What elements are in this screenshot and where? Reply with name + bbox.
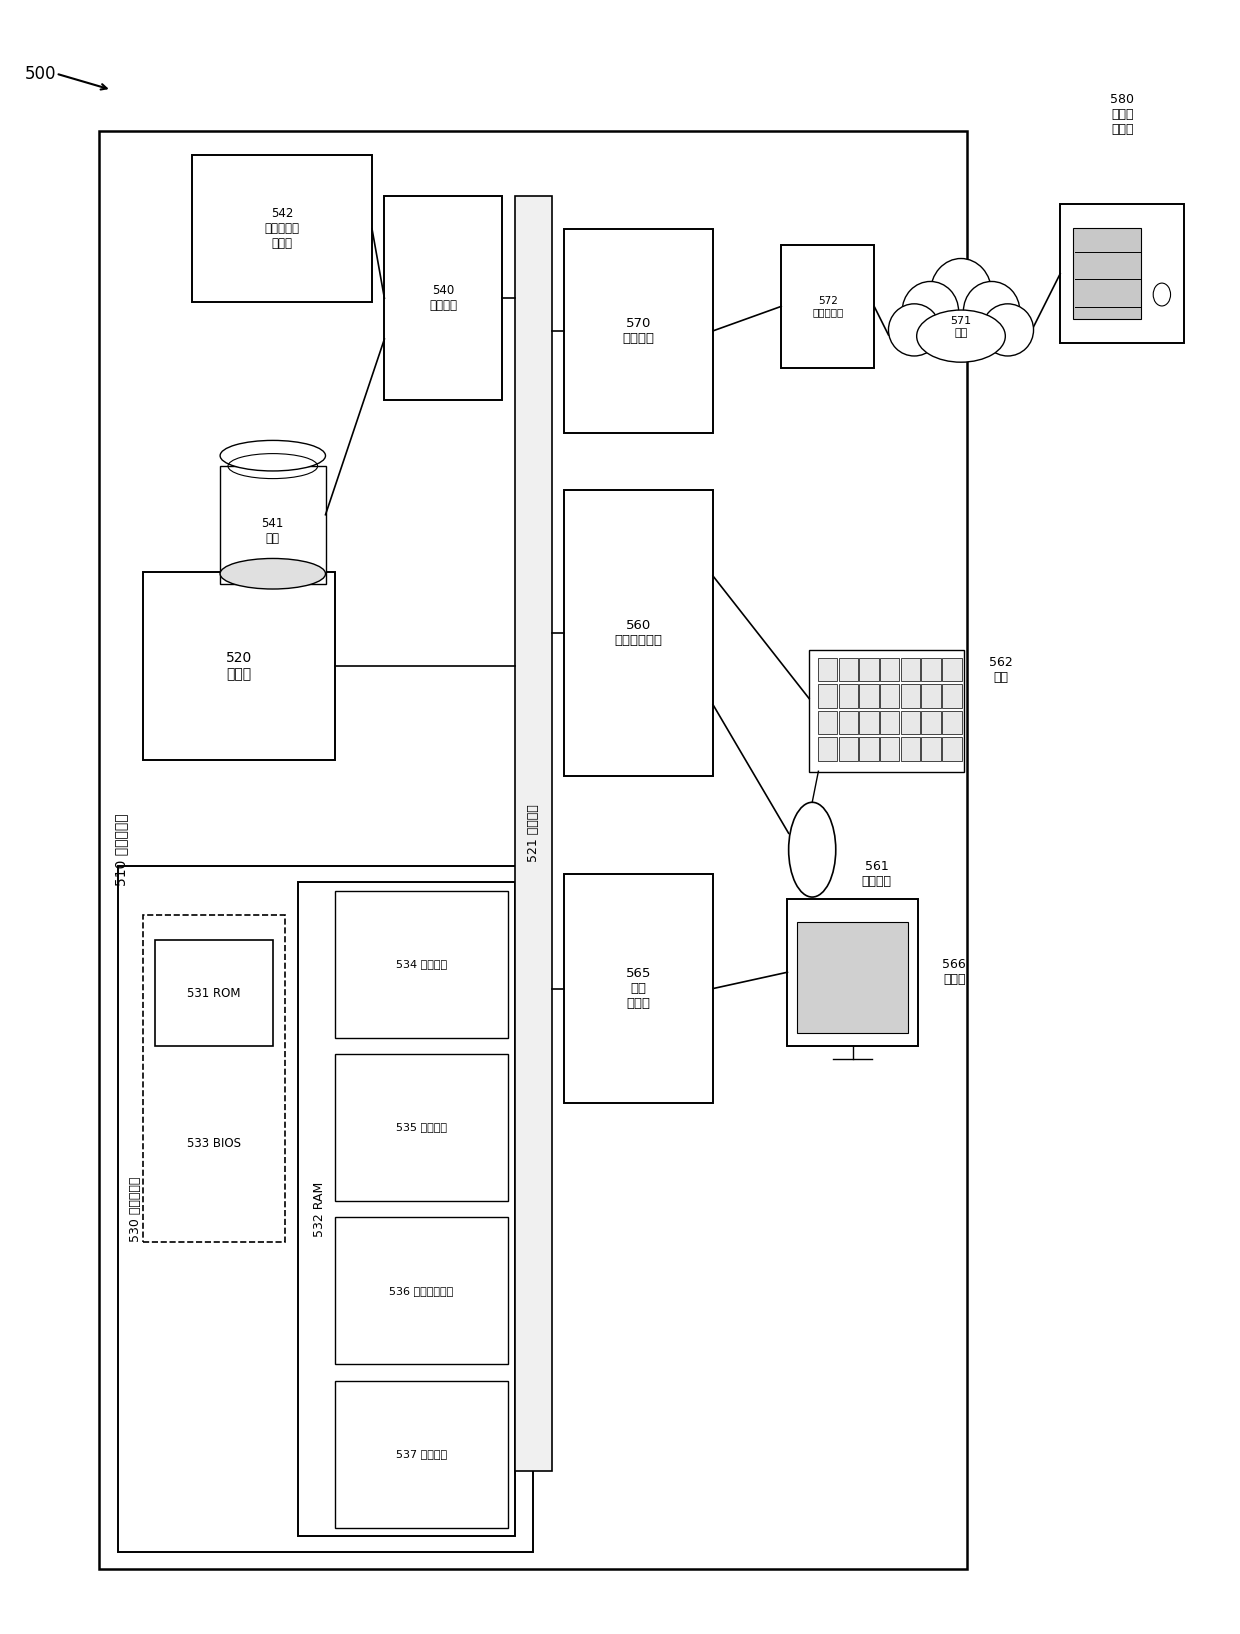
Text: 562
键盘: 562 键盘 xyxy=(990,655,1013,685)
Text: 565
显示
控制器: 565 显示 控制器 xyxy=(626,967,651,1010)
Ellipse shape xyxy=(221,441,325,471)
FancyBboxPatch shape xyxy=(335,891,508,1038)
FancyBboxPatch shape xyxy=(335,1054,508,1201)
Text: 536 其他程序模块: 536 其他程序模块 xyxy=(389,1286,454,1296)
Ellipse shape xyxy=(221,559,325,588)
Bar xyxy=(859,659,879,681)
Text: 541
硬盘: 541 硬盘 xyxy=(262,516,284,546)
Ellipse shape xyxy=(888,304,940,356)
Ellipse shape xyxy=(930,258,992,327)
Bar xyxy=(942,685,962,708)
Bar xyxy=(859,737,879,761)
Bar xyxy=(838,711,858,734)
Text: 535 应用程序: 535 应用程序 xyxy=(396,1123,448,1132)
Text: 566
显示器: 566 显示器 xyxy=(942,958,966,987)
Bar xyxy=(221,466,325,585)
Ellipse shape xyxy=(982,304,1034,356)
Bar xyxy=(880,659,899,681)
Text: 580
远程计
算设备: 580 远程计 算设备 xyxy=(1110,93,1135,136)
Bar xyxy=(838,685,858,708)
Text: 533 BIOS: 533 BIOS xyxy=(187,1137,241,1150)
FancyBboxPatch shape xyxy=(808,650,965,773)
FancyBboxPatch shape xyxy=(155,940,273,1046)
Bar xyxy=(921,737,941,761)
FancyBboxPatch shape xyxy=(335,1381,508,1528)
FancyBboxPatch shape xyxy=(298,882,515,1536)
Bar xyxy=(921,659,941,681)
Text: 560
用户输入接口: 560 用户输入接口 xyxy=(615,619,662,647)
Text: 510 计算机系统: 510 计算机系统 xyxy=(114,814,129,886)
FancyBboxPatch shape xyxy=(335,1217,508,1364)
Bar xyxy=(818,659,837,681)
Bar xyxy=(942,659,962,681)
Bar xyxy=(900,711,920,734)
Text: 570
网络接口: 570 网络接口 xyxy=(622,317,655,345)
FancyBboxPatch shape xyxy=(781,245,874,368)
Text: 561
指点设备: 561 指点设备 xyxy=(862,859,892,889)
Text: 500: 500 xyxy=(25,64,56,83)
Text: 531 ROM: 531 ROM xyxy=(187,987,241,1000)
FancyBboxPatch shape xyxy=(143,915,285,1242)
Ellipse shape xyxy=(789,802,836,897)
Bar xyxy=(859,685,879,708)
Text: 571
网络: 571 网络 xyxy=(950,315,972,338)
FancyBboxPatch shape xyxy=(143,572,335,760)
FancyBboxPatch shape xyxy=(564,229,713,433)
FancyBboxPatch shape xyxy=(797,922,908,1033)
Ellipse shape xyxy=(963,281,1019,342)
Bar xyxy=(838,737,858,761)
Text: 532 RAM: 532 RAM xyxy=(314,1181,326,1237)
FancyBboxPatch shape xyxy=(1073,229,1141,319)
FancyBboxPatch shape xyxy=(564,874,713,1103)
FancyBboxPatch shape xyxy=(515,196,552,1471)
Bar xyxy=(859,711,879,734)
Bar xyxy=(942,737,962,761)
FancyBboxPatch shape xyxy=(99,131,967,1569)
FancyBboxPatch shape xyxy=(118,866,533,1552)
FancyBboxPatch shape xyxy=(192,155,372,302)
Bar xyxy=(838,659,858,681)
Bar xyxy=(942,711,962,734)
Ellipse shape xyxy=(916,310,1006,363)
Bar xyxy=(818,737,837,761)
Text: 572
调制解调器: 572 调制解调器 xyxy=(812,296,843,317)
Ellipse shape xyxy=(903,281,959,342)
Text: 540
监控制器: 540 监控制器 xyxy=(429,284,458,312)
Text: 520
处理器: 520 处理器 xyxy=(226,650,252,681)
Circle shape xyxy=(1153,283,1171,306)
FancyBboxPatch shape xyxy=(1060,204,1184,343)
Text: 534 操作系统: 534 操作系统 xyxy=(396,959,448,969)
FancyBboxPatch shape xyxy=(384,196,502,400)
Bar xyxy=(900,737,920,761)
Bar xyxy=(880,737,899,761)
Bar xyxy=(880,711,899,734)
Text: 530 系统存储器: 530 系统存储器 xyxy=(129,1176,141,1242)
Text: 537 程序数据: 537 程序数据 xyxy=(396,1449,448,1459)
Bar xyxy=(900,659,920,681)
Bar xyxy=(818,711,837,734)
Bar xyxy=(880,685,899,708)
FancyBboxPatch shape xyxy=(787,899,918,1046)
Text: 542
可移除介质
驱动器: 542 可移除介质 驱动器 xyxy=(264,208,300,250)
Text: 521 系统总线: 521 系统总线 xyxy=(527,804,539,863)
Bar xyxy=(900,685,920,708)
Bar xyxy=(921,711,941,734)
Bar xyxy=(921,685,941,708)
FancyBboxPatch shape xyxy=(564,490,713,776)
Bar xyxy=(818,685,837,708)
